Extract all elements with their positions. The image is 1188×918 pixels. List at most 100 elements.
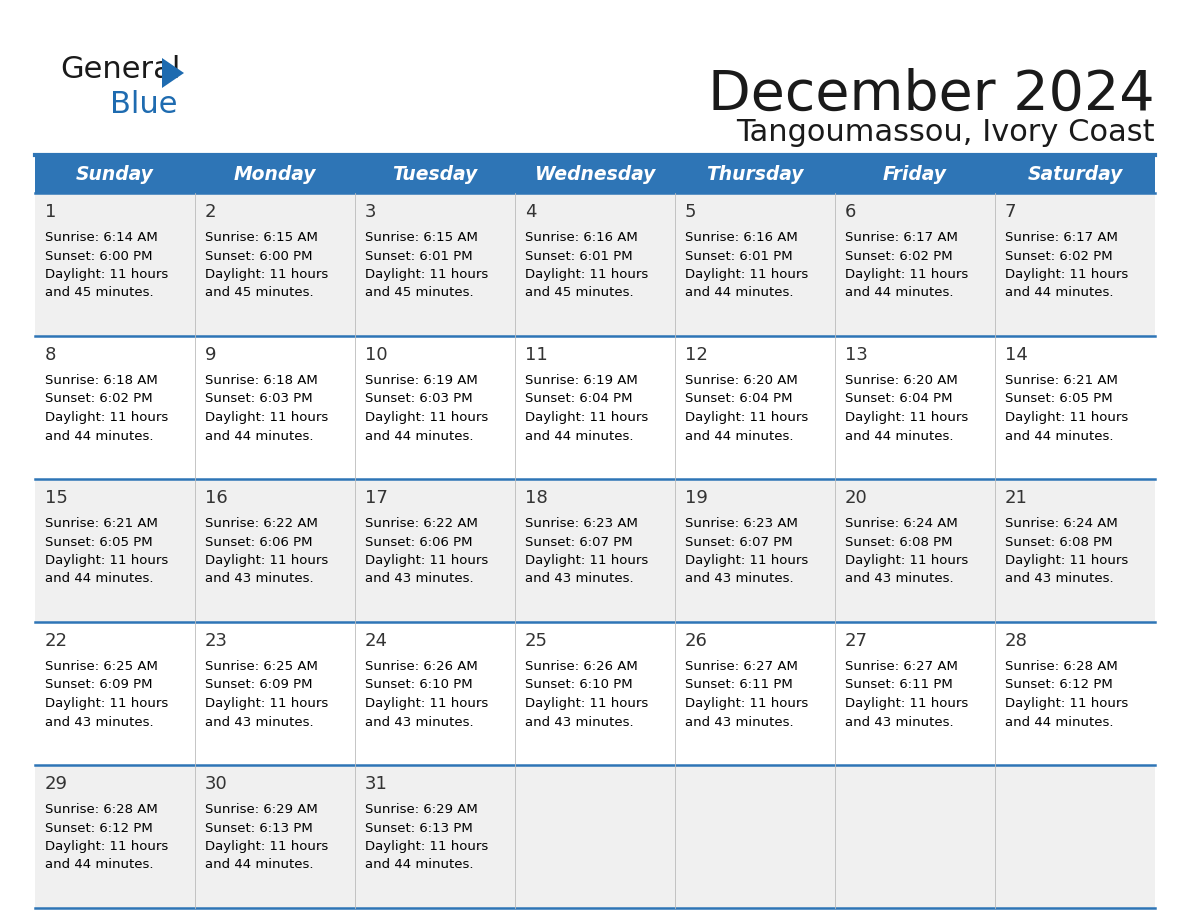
Text: Daylight: 11 hours: Daylight: 11 hours: [365, 697, 488, 710]
Text: Sunset: 6:06 PM: Sunset: 6:06 PM: [206, 535, 312, 548]
Text: 6: 6: [845, 203, 857, 221]
Text: Sunrise: 6:27 AM: Sunrise: 6:27 AM: [685, 660, 798, 673]
Text: Sunset: 6:01 PM: Sunset: 6:01 PM: [685, 250, 792, 263]
Text: Blue: Blue: [110, 90, 177, 119]
Text: Sunrise: 6:15 AM: Sunrise: 6:15 AM: [206, 231, 318, 244]
Text: Daylight: 11 hours: Daylight: 11 hours: [685, 697, 808, 710]
Text: Sunset: 6:03 PM: Sunset: 6:03 PM: [365, 393, 473, 406]
Text: Sunrise: 6:22 AM: Sunrise: 6:22 AM: [206, 517, 318, 530]
Bar: [34, 193, 1155, 336]
Text: Daylight: 11 hours: Daylight: 11 hours: [845, 554, 968, 567]
Text: Daylight: 11 hours: Daylight: 11 hours: [365, 554, 488, 567]
Text: Sunset: 6:09 PM: Sunset: 6:09 PM: [45, 678, 152, 691]
Text: and 44 minutes.: and 44 minutes.: [685, 286, 794, 299]
Text: 15: 15: [45, 489, 68, 507]
Text: Tuesday: Tuesday: [392, 164, 478, 184]
Text: 18: 18: [525, 489, 548, 507]
Text: Sunset: 6:09 PM: Sunset: 6:09 PM: [206, 678, 312, 691]
Text: Sunrise: 6:29 AM: Sunrise: 6:29 AM: [206, 803, 317, 816]
Text: Sunset: 6:07 PM: Sunset: 6:07 PM: [685, 535, 792, 548]
Text: 21: 21: [1005, 489, 1028, 507]
Text: 25: 25: [525, 632, 548, 650]
Text: Daylight: 11 hours: Daylight: 11 hours: [525, 554, 649, 567]
Text: Sunset: 6:07 PM: Sunset: 6:07 PM: [525, 535, 633, 548]
Text: Sunrise: 6:23 AM: Sunrise: 6:23 AM: [525, 517, 638, 530]
Bar: [34, 622, 1155, 765]
Text: Sunrise: 6:25 AM: Sunrise: 6:25 AM: [45, 660, 158, 673]
Text: 16: 16: [206, 489, 228, 507]
Text: and 44 minutes.: and 44 minutes.: [365, 430, 474, 442]
Text: Daylight: 11 hours: Daylight: 11 hours: [45, 697, 169, 710]
Text: 8: 8: [45, 346, 56, 364]
Text: and 43 minutes.: and 43 minutes.: [845, 573, 954, 586]
Text: Sunset: 6:10 PM: Sunset: 6:10 PM: [365, 678, 473, 691]
Text: Sunset: 6:13 PM: Sunset: 6:13 PM: [206, 822, 312, 834]
Text: Sunrise: 6:16 AM: Sunrise: 6:16 AM: [525, 231, 638, 244]
Text: and 43 minutes.: and 43 minutes.: [685, 573, 794, 586]
Text: Daylight: 11 hours: Daylight: 11 hours: [365, 268, 488, 281]
Text: Daylight: 11 hours: Daylight: 11 hours: [1005, 697, 1129, 710]
Text: and 44 minutes.: and 44 minutes.: [685, 430, 794, 442]
Text: 7: 7: [1005, 203, 1017, 221]
Text: and 43 minutes.: and 43 minutes.: [525, 573, 633, 586]
Text: Sunrise: 6:19 AM: Sunrise: 6:19 AM: [525, 374, 638, 387]
Text: Sunrise: 6:16 AM: Sunrise: 6:16 AM: [685, 231, 798, 244]
Text: Sunrise: 6:20 AM: Sunrise: 6:20 AM: [685, 374, 798, 387]
Text: 20: 20: [845, 489, 867, 507]
Text: and 43 minutes.: and 43 minutes.: [685, 715, 794, 729]
Text: 31: 31: [365, 775, 387, 793]
Text: Sunset: 6:13 PM: Sunset: 6:13 PM: [365, 822, 473, 834]
Text: Daylight: 11 hours: Daylight: 11 hours: [845, 411, 968, 424]
Text: Sunset: 6:02 PM: Sunset: 6:02 PM: [845, 250, 953, 263]
Bar: [34, 765, 1155, 908]
Text: and 44 minutes.: and 44 minutes.: [45, 858, 153, 871]
Text: and 44 minutes.: and 44 minutes.: [45, 430, 153, 442]
Text: Daylight: 11 hours: Daylight: 11 hours: [365, 840, 488, 853]
Text: 29: 29: [45, 775, 68, 793]
Polygon shape: [162, 58, 184, 88]
Text: Daylight: 11 hours: Daylight: 11 hours: [685, 411, 808, 424]
Text: Daylight: 11 hours: Daylight: 11 hours: [365, 411, 488, 424]
Text: and 44 minutes.: and 44 minutes.: [45, 573, 153, 586]
Text: Saturday: Saturday: [1028, 164, 1123, 184]
Text: and 43 minutes.: and 43 minutes.: [365, 715, 474, 729]
Text: Sunset: 6:12 PM: Sunset: 6:12 PM: [1005, 678, 1113, 691]
Text: Daylight: 11 hours: Daylight: 11 hours: [206, 840, 328, 853]
Text: 22: 22: [45, 632, 68, 650]
Text: and 44 minutes.: and 44 minutes.: [1005, 286, 1113, 299]
Text: 17: 17: [365, 489, 387, 507]
Text: and 44 minutes.: and 44 minutes.: [525, 430, 633, 442]
Bar: [34, 336, 1155, 479]
Text: Sunrise: 6:22 AM: Sunrise: 6:22 AM: [365, 517, 478, 530]
Text: Sunrise: 6:26 AM: Sunrise: 6:26 AM: [365, 660, 478, 673]
Text: Sunrise: 6:21 AM: Sunrise: 6:21 AM: [45, 517, 158, 530]
Text: Monday: Monday: [234, 164, 316, 184]
Text: Sunrise: 6:23 AM: Sunrise: 6:23 AM: [685, 517, 798, 530]
Text: Sunset: 6:11 PM: Sunset: 6:11 PM: [685, 678, 792, 691]
Text: and 44 minutes.: and 44 minutes.: [1005, 430, 1113, 442]
Text: 5: 5: [685, 203, 696, 221]
Text: Daylight: 11 hours: Daylight: 11 hours: [1005, 554, 1129, 567]
Text: Sunset: 6:08 PM: Sunset: 6:08 PM: [1005, 535, 1112, 548]
Text: Sunrise: 6:25 AM: Sunrise: 6:25 AM: [206, 660, 318, 673]
Text: 23: 23: [206, 632, 228, 650]
Text: Sunrise: 6:17 AM: Sunrise: 6:17 AM: [845, 231, 958, 244]
Text: Daylight: 11 hours: Daylight: 11 hours: [206, 268, 328, 281]
Text: Sunset: 6:05 PM: Sunset: 6:05 PM: [45, 535, 152, 548]
Text: Daylight: 11 hours: Daylight: 11 hours: [525, 411, 649, 424]
Text: and 43 minutes.: and 43 minutes.: [1005, 573, 1113, 586]
Text: Sunrise: 6:24 AM: Sunrise: 6:24 AM: [845, 517, 958, 530]
Text: and 44 minutes.: and 44 minutes.: [845, 430, 954, 442]
Text: Sunset: 6:05 PM: Sunset: 6:05 PM: [1005, 393, 1113, 406]
Text: Daylight: 11 hours: Daylight: 11 hours: [45, 268, 169, 281]
Text: Sunset: 6:00 PM: Sunset: 6:00 PM: [45, 250, 152, 263]
Text: 26: 26: [685, 632, 708, 650]
Text: Friday: Friday: [883, 164, 947, 184]
Text: Daylight: 11 hours: Daylight: 11 hours: [45, 840, 169, 853]
Text: and 45 minutes.: and 45 minutes.: [206, 286, 314, 299]
Text: 27: 27: [845, 632, 868, 650]
Text: General: General: [61, 55, 181, 84]
Text: 28: 28: [1005, 632, 1028, 650]
Text: and 45 minutes.: and 45 minutes.: [525, 286, 633, 299]
Text: Daylight: 11 hours: Daylight: 11 hours: [525, 268, 649, 281]
